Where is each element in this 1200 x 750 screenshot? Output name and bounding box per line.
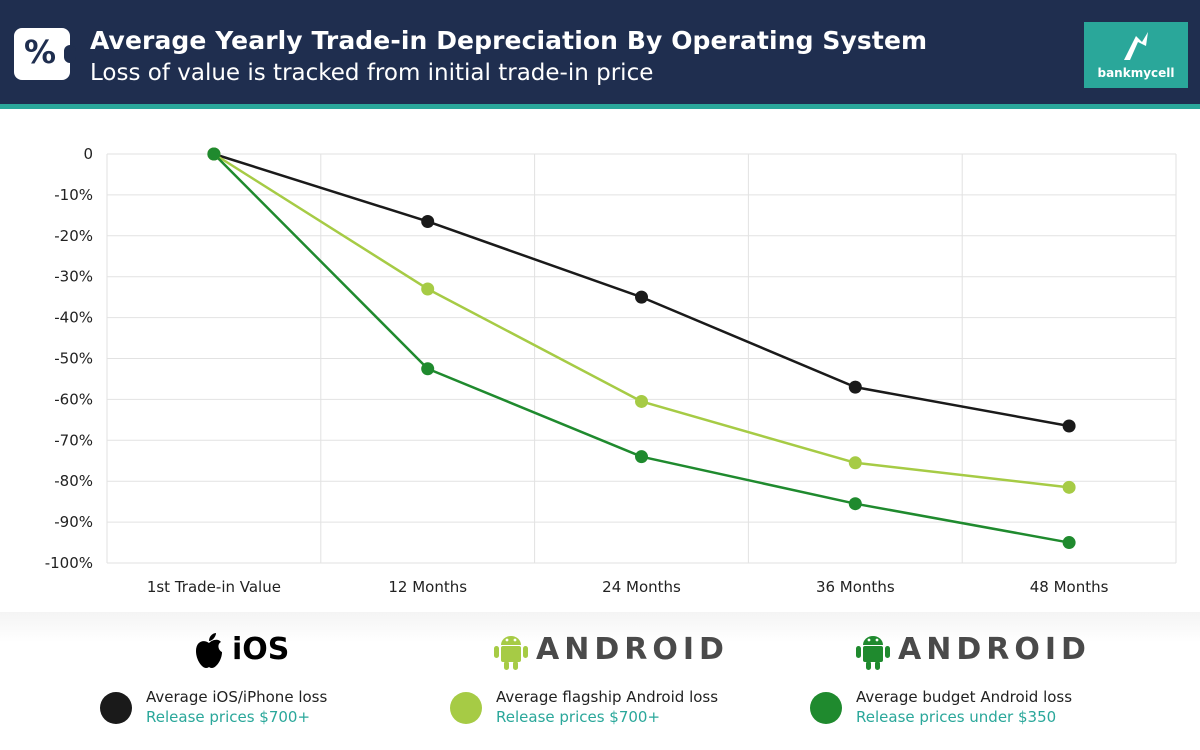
data-point xyxy=(848,497,862,511)
legend-swatch-flagship-android xyxy=(450,692,482,724)
data-point xyxy=(421,214,435,228)
data-point xyxy=(1062,419,1076,433)
series-line xyxy=(213,152,1070,489)
x-tick-label: 24 Months xyxy=(602,578,681,596)
data-point xyxy=(635,290,648,304)
depreciation-line-chart: 0 -10% -20% -30% -40% -50% -60% -70% -80% -90% -10… xyxy=(45,145,1177,596)
legend-price-budget-android: Release prices under $350 xyxy=(856,708,1057,726)
chart-series xyxy=(207,147,1076,550)
y-axis-ticks: 0 -10% -20% -30% -40% -50% -60% -70% -80% -90% -10… xyxy=(45,145,93,572)
y-tick-label: -40% xyxy=(54,309,93,327)
data-point xyxy=(207,147,221,161)
data-point xyxy=(635,394,648,408)
legend-swatch-budget-android xyxy=(810,692,842,724)
percent-badge-icon: % xyxy=(14,28,76,80)
x-tick-label: 12 Months xyxy=(388,578,467,596)
android-robot-icon xyxy=(856,636,890,670)
data-point xyxy=(421,362,435,376)
y-tick-label: -90% xyxy=(54,513,93,531)
data-point xyxy=(635,450,648,464)
y-tick-label: -20% xyxy=(54,227,93,245)
data-point xyxy=(1062,480,1076,494)
y-tick-label: -70% xyxy=(54,431,93,449)
android-label-flagship: ANDROID xyxy=(536,632,729,667)
data-point xyxy=(1062,536,1076,550)
android-robot-icon xyxy=(494,636,528,670)
legend-name-flagship-android: Average flagship Android loss xyxy=(496,688,719,706)
data-point xyxy=(848,380,862,394)
y-tick-label: -100% xyxy=(45,554,93,572)
x-tick-label: 48 Months xyxy=(1030,578,1109,596)
y-tick-label: -50% xyxy=(54,350,93,368)
ios-label: iOS xyxy=(232,632,290,667)
chart-grid xyxy=(106,153,1177,564)
header-banner: % Average Yearly Trade-in Depreciation B… xyxy=(0,0,1200,104)
header-accent-bar xyxy=(0,104,1200,109)
brand-logo: bankmycell xyxy=(1084,22,1188,88)
legend-price-ios: Release prices $700+ xyxy=(146,708,311,726)
chart-title: Average Yearly Trade-in Depreciation By … xyxy=(90,26,928,55)
chart-subtitle: Loss of value is tracked from initial tr… xyxy=(90,60,654,86)
y-tick-label: 0 xyxy=(83,145,93,163)
brand-bird-icon xyxy=(1124,32,1148,60)
percent-symbol: % xyxy=(23,33,57,71)
legend-name-budget-android: Average budget Android loss xyxy=(856,688,1073,706)
legend-price-flagship-android: Release prices $700+ xyxy=(496,708,661,726)
y-tick-label: -10% xyxy=(54,186,93,204)
x-tick-label: 36 Months xyxy=(816,578,895,596)
legend-swatch-ios xyxy=(100,692,132,724)
data-point xyxy=(848,456,862,470)
series-line xyxy=(213,153,1070,544)
data-point xyxy=(421,282,435,296)
legend-name-ios: Average iOS/iPhone loss xyxy=(146,688,328,706)
x-tick-label: 1st Trade-in Value xyxy=(147,578,281,596)
y-tick-label: -60% xyxy=(54,390,93,408)
android-label-budget: ANDROID xyxy=(898,632,1091,667)
y-tick-label: -80% xyxy=(54,472,93,490)
apple-icon xyxy=(196,633,222,668)
legend-band xyxy=(0,612,1200,750)
x-axis-ticks: 1st Trade-in Value 12 Months 24 Months 36 M… xyxy=(147,578,1109,596)
y-tick-label: -30% xyxy=(54,268,93,286)
brand-name: bankmycell xyxy=(1097,66,1175,80)
